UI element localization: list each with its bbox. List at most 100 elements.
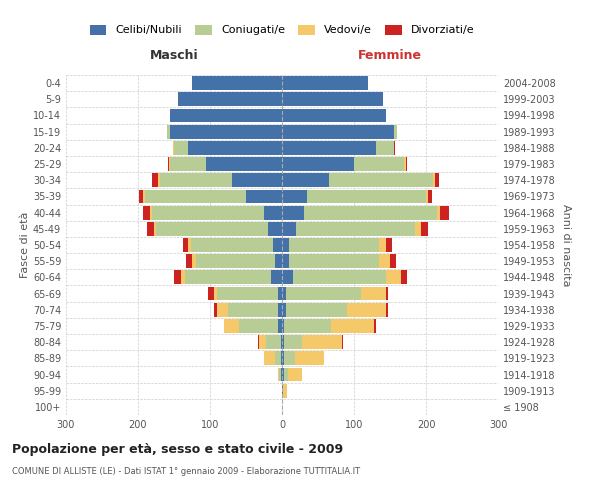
Bar: [436, 174, 439, 187]
Bar: [188, 141, 282, 154]
Bar: [342, 336, 343, 349]
Bar: [232, 174, 282, 187]
Bar: [433, 174, 436, 187]
Y-axis label: Anni di nascita: Anni di nascita: [561, 204, 571, 286]
Bar: [281, 352, 282, 365]
Bar: [286, 303, 347, 316]
Bar: [264, 206, 282, 220]
Bar: [284, 368, 288, 382]
Bar: [154, 222, 156, 235]
Bar: [428, 190, 432, 203]
Bar: [264, 352, 275, 365]
Bar: [145, 190, 246, 203]
Bar: [361, 286, 386, 300]
Bar: [354, 157, 404, 171]
Bar: [390, 254, 396, 268]
Bar: [259, 336, 266, 349]
Bar: [302, 336, 342, 349]
Bar: [282, 92, 383, 106]
Bar: [266, 336, 281, 349]
Bar: [214, 286, 217, 300]
Bar: [167, 157, 169, 171]
Bar: [182, 238, 188, 252]
Bar: [386, 303, 388, 316]
Bar: [286, 286, 361, 300]
Bar: [282, 125, 394, 138]
Bar: [192, 76, 282, 90]
Bar: [150, 206, 152, 220]
Bar: [415, 222, 421, 235]
Bar: [289, 254, 379, 268]
Bar: [192, 254, 196, 268]
Bar: [208, 286, 214, 300]
Bar: [295, 352, 324, 365]
Bar: [152, 174, 158, 187]
Bar: [376, 141, 394, 154]
Bar: [296, 222, 415, 235]
Bar: [386, 286, 388, 300]
Y-axis label: Fasce di età: Fasce di età: [20, 212, 30, 278]
Bar: [379, 238, 386, 252]
Bar: [246, 190, 282, 203]
Bar: [239, 319, 278, 333]
Bar: [282, 222, 296, 235]
Bar: [284, 352, 295, 365]
Bar: [347, 303, 386, 316]
Bar: [379, 254, 390, 268]
Bar: [274, 238, 282, 252]
Bar: [307, 190, 426, 203]
Bar: [404, 157, 406, 171]
Bar: [440, 206, 449, 220]
Text: COMUNE DI ALLISTE (LE) - Dati ISTAT 1° gennaio 2009 - Elaborazione TUTTITALIA.IT: COMUNE DI ALLISTE (LE) - Dati ISTAT 1° g…: [12, 468, 360, 476]
Bar: [146, 222, 154, 235]
Bar: [437, 206, 440, 220]
Bar: [217, 303, 228, 316]
Bar: [421, 222, 428, 235]
Bar: [394, 125, 397, 138]
Bar: [293, 270, 386, 284]
Bar: [278, 368, 279, 382]
Bar: [170, 108, 282, 122]
Bar: [224, 319, 239, 333]
Bar: [282, 368, 284, 382]
Bar: [282, 254, 289, 268]
Bar: [169, 157, 170, 171]
Bar: [196, 254, 275, 268]
Bar: [279, 368, 281, 382]
Bar: [282, 141, 376, 154]
Bar: [170, 157, 206, 171]
Bar: [188, 238, 191, 252]
Bar: [329, 174, 433, 187]
Bar: [401, 270, 407, 284]
Bar: [143, 206, 150, 220]
Bar: [304, 206, 437, 220]
Bar: [167, 125, 170, 138]
Bar: [282, 206, 304, 220]
Bar: [170, 125, 282, 138]
Bar: [282, 174, 329, 187]
Bar: [271, 270, 282, 284]
Bar: [281, 336, 282, 349]
Bar: [257, 336, 259, 349]
Bar: [386, 238, 392, 252]
Bar: [282, 352, 284, 365]
Bar: [268, 222, 282, 235]
Bar: [214, 303, 217, 316]
Bar: [185, 270, 271, 284]
Bar: [206, 157, 282, 171]
Bar: [282, 384, 283, 398]
Bar: [275, 254, 282, 268]
Bar: [139, 190, 143, 203]
Bar: [282, 108, 386, 122]
Bar: [186, 254, 192, 268]
Bar: [174, 270, 181, 284]
Bar: [143, 190, 145, 203]
Bar: [331, 319, 374, 333]
Text: Popolazione per età, sesso e stato civile - 2009: Popolazione per età, sesso e stato civil…: [12, 442, 343, 456]
Bar: [283, 384, 287, 398]
Bar: [160, 174, 232, 187]
Bar: [282, 286, 286, 300]
Bar: [278, 303, 282, 316]
Bar: [282, 76, 368, 90]
Bar: [282, 303, 286, 316]
